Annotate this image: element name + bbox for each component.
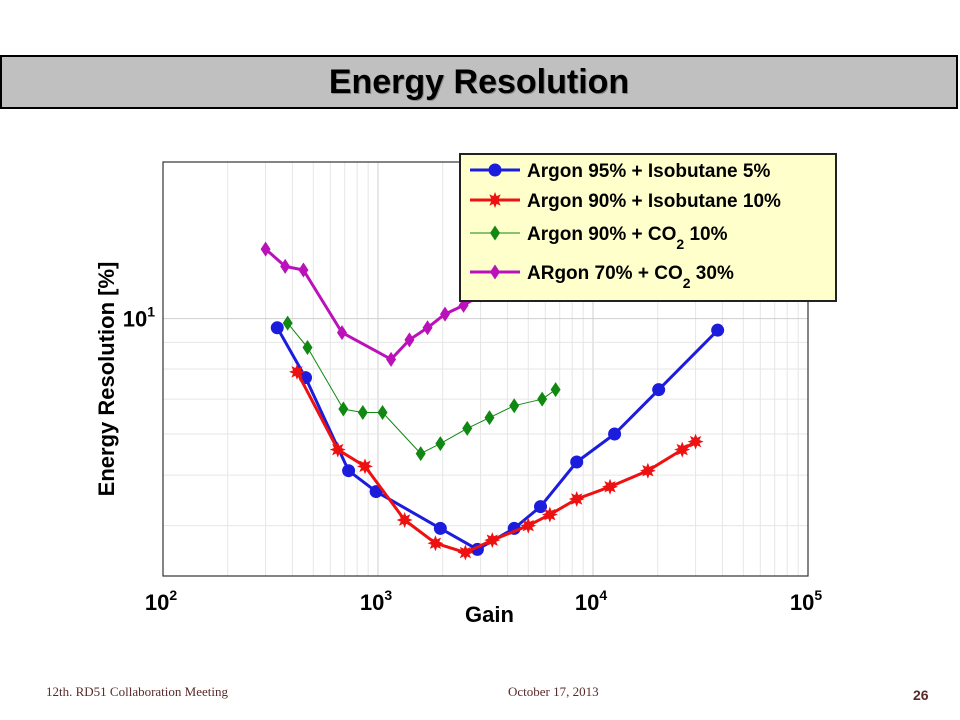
series-line: [295, 371, 697, 555]
data-point: [602, 478, 619, 495]
data-point: [396, 512, 413, 529]
data-point: [357, 458, 373, 475]
data-point: [440, 306, 451, 322]
data-point: [282, 315, 293, 331]
data-point: [357, 404, 368, 420]
data-point: [550, 382, 561, 398]
data-point: [509, 398, 520, 414]
x-axis-label: Gain: [465, 602, 514, 627]
slide-title-bar: Energy Resolution: [0, 55, 958, 109]
data-point: [541, 506, 558, 523]
data-point: [608, 427, 622, 441]
data-point: [422, 320, 433, 336]
data-point: [280, 258, 291, 274]
legend-label: Argon 95% + Isobutane 5%: [527, 161, 770, 182]
y-tick-label: 101: [123, 304, 155, 332]
data-point: [639, 462, 656, 479]
footer-meeting: 12th. RD51 Collaboration Meeting: [46, 684, 228, 699]
series-3: [282, 315, 561, 462]
legend-marker: [487, 192, 503, 208]
data-point: [298, 262, 309, 278]
legend-label: Argon 90% + Isobutane 10%: [527, 191, 781, 212]
series-2: [289, 363, 704, 561]
series-line: [264, 247, 482, 361]
legend-box: [459, 153, 837, 302]
x-tick-label: 105: [790, 587, 822, 615]
y-axis-label: Energy Resolution [%]: [94, 262, 119, 497]
data-point: [520, 517, 537, 534]
legend-item: Argon 90% + Isobutane 10%: [470, 191, 781, 212]
legend-item: ARgon 70% + CO2 30%: [470, 263, 734, 291]
page-number: 26: [913, 687, 929, 703]
data-point: [687, 433, 704, 450]
data-point: [433, 521, 447, 535]
data-point: [435, 436, 446, 452]
data-point: [457, 544, 474, 561]
data-point: [570, 455, 584, 469]
data-point: [537, 391, 548, 407]
data-point: [652, 383, 666, 397]
data-point: [674, 441, 691, 458]
data-point: [336, 325, 347, 341]
data-point: [329, 441, 346, 458]
footer-date: October 17, 2013: [508, 684, 599, 699]
legend-label: ARgon 70% + CO2 30%: [527, 263, 734, 291]
legend: Argon 95% + Isobutane 5% Argon 90% + Isob…: [459, 153, 837, 302]
x-tick-label: 104: [575, 587, 607, 615]
data-point: [342, 464, 356, 478]
legend-item: Argon 90% + CO2 10%: [470, 224, 728, 252]
legend-marker: [488, 163, 502, 177]
data-point: [427, 535, 444, 552]
data-point: [377, 404, 388, 420]
data-point: [338, 401, 349, 417]
legend-item: Argon 95% + Isobutane 5%: [470, 161, 770, 182]
x-tick-label: 102: [145, 587, 177, 615]
data-point: [369, 485, 383, 499]
series-line: [287, 322, 556, 455]
data-point: [386, 351, 397, 367]
x-tick-label: 103: [360, 587, 392, 615]
data-point: [289, 363, 305, 380]
data-point: [568, 490, 585, 507]
data-point: [415, 446, 426, 462]
data-point: [484, 410, 495, 426]
data-point: [711, 323, 725, 337]
data-point: [484, 532, 501, 549]
data-point: [270, 321, 284, 335]
data-point: [302, 339, 313, 355]
data-point: [404, 332, 415, 348]
legend-marker: [490, 264, 500, 280]
data-point: [462, 420, 473, 436]
data-point: [260, 241, 271, 257]
data-point: [534, 500, 548, 514]
legend-label: Argon 90% + CO2 10%: [527, 224, 728, 252]
legend-marker: [490, 225, 500, 241]
slide-title: Energy Resolution: [328, 62, 630, 101]
